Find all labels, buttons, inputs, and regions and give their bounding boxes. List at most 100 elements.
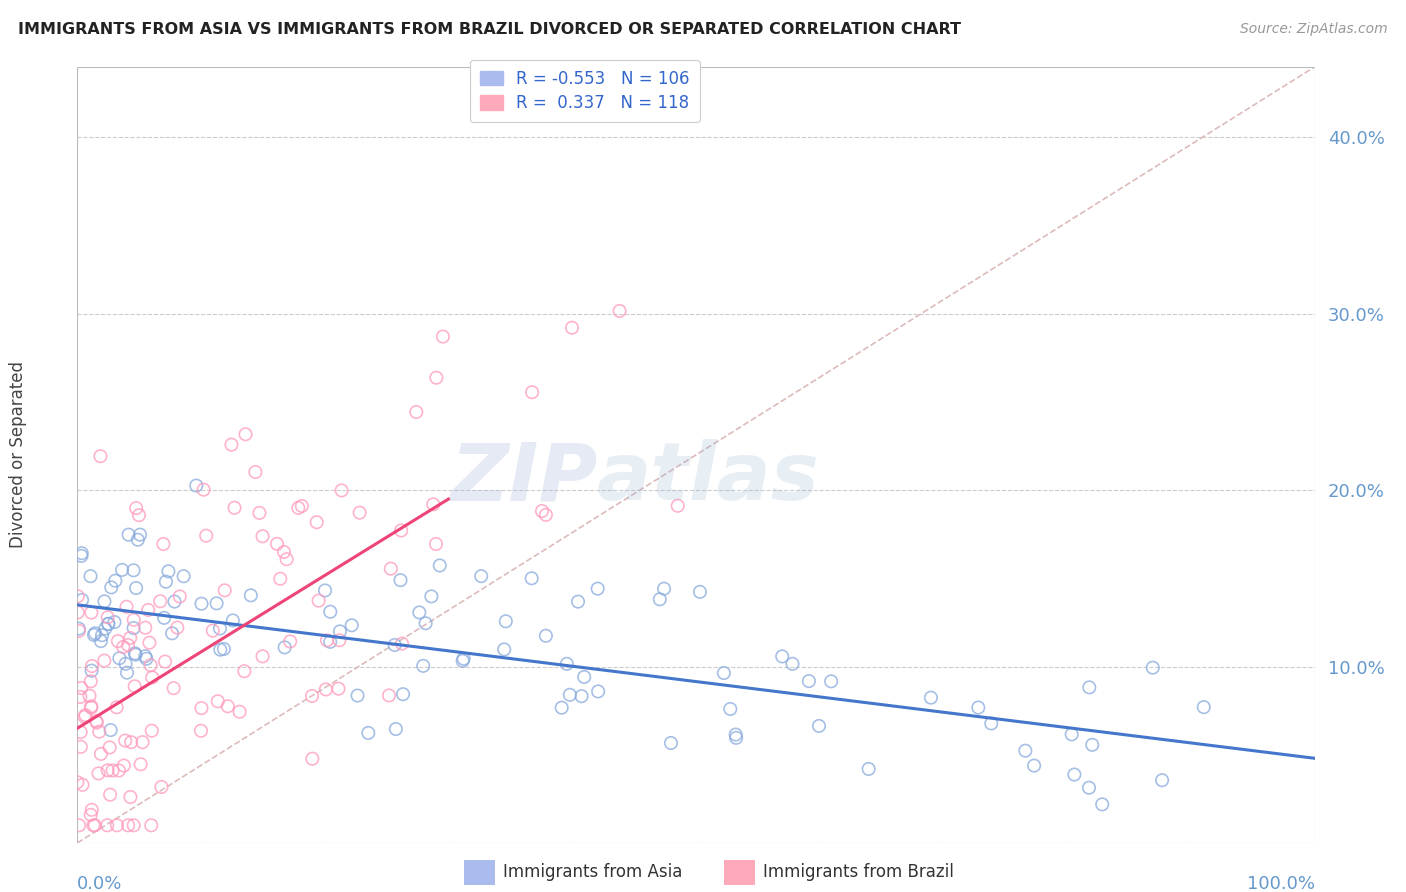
Point: [319, 605, 342, 619]
Point: [357, 726, 380, 740]
Point: [1024, 758, 1046, 772]
Point: [69, 690, 91, 704]
Point: [120, 631, 142, 645]
Point: [86, 714, 108, 728]
Point: [80, 699, 103, 714]
Point: [1142, 661, 1164, 675]
Point: [221, 437, 243, 451]
Point: [190, 723, 212, 738]
Point: [138, 635, 160, 649]
Point: [100, 580, 122, 594]
Point: [1060, 727, 1083, 741]
Point: [70, 549, 93, 563]
Point: [127, 533, 149, 547]
Point: [520, 385, 543, 400]
Point: [150, 780, 173, 794]
Point: [97, 764, 120, 778]
Point: [330, 483, 353, 498]
Point: [252, 529, 274, 543]
Point: [586, 684, 609, 698]
Point: [120, 789, 142, 804]
Text: 0.0%: 0.0%: [77, 875, 122, 892]
Point: [249, 506, 271, 520]
Point: [534, 629, 557, 643]
Point: [115, 665, 138, 680]
Point: [97, 610, 120, 624]
Point: [1152, 773, 1174, 788]
Point: [122, 818, 145, 832]
Point: [724, 728, 747, 742]
Point: [141, 818, 163, 832]
Point: [129, 527, 152, 541]
Point: [807, 719, 830, 733]
Point: [315, 682, 337, 697]
Point: [266, 537, 288, 551]
Point: [117, 818, 139, 832]
Point: [561, 320, 583, 334]
Point: [269, 572, 291, 586]
Point: [153, 611, 176, 625]
Point: [112, 640, 135, 654]
Point: [160, 626, 183, 640]
Point: [205, 596, 228, 610]
Point: [470, 569, 492, 583]
Point: [67, 624, 90, 638]
Point: [380, 562, 402, 576]
Point: [770, 649, 793, 664]
Point: [105, 700, 128, 714]
Point: [782, 657, 804, 671]
Point: [858, 762, 880, 776]
Point: [425, 537, 447, 551]
Point: [1063, 767, 1085, 781]
Point: [139, 658, 162, 673]
Point: [495, 614, 517, 628]
Point: [214, 583, 236, 598]
Point: [80, 664, 103, 678]
Point: [429, 558, 451, 573]
Point: [67, 818, 90, 832]
Point: [141, 670, 163, 684]
Point: [79, 689, 101, 703]
Point: [245, 465, 267, 479]
Point: [425, 370, 447, 384]
Point: [122, 621, 145, 635]
Point: [1192, 700, 1215, 714]
Point: [385, 722, 408, 736]
Point: [173, 569, 195, 583]
Point: [153, 655, 176, 669]
Point: [314, 583, 336, 598]
Point: [340, 618, 363, 632]
Point: [80, 803, 103, 817]
Point: [207, 694, 229, 708]
Point: [405, 405, 427, 419]
Point: [124, 679, 146, 693]
Point: [96, 818, 118, 832]
Point: [273, 545, 295, 559]
Text: ZIP: ZIP: [450, 439, 598, 517]
Point: [328, 681, 350, 696]
Point: [349, 506, 371, 520]
Point: [432, 329, 454, 343]
Point: [725, 731, 748, 745]
Point: [980, 716, 1002, 731]
Point: [378, 689, 401, 703]
Point: [79, 569, 101, 583]
Point: [920, 690, 942, 705]
Point: [412, 658, 434, 673]
Point: [117, 638, 139, 652]
Point: [316, 633, 339, 648]
Point: [66, 775, 89, 789]
Point: [166, 621, 188, 635]
Point: [190, 701, 212, 715]
Point: [149, 594, 172, 608]
Text: Immigrants from Asia: Immigrants from Asia: [503, 863, 683, 881]
Point: [328, 633, 350, 648]
Point: [157, 564, 180, 578]
Point: [652, 582, 675, 596]
Point: [346, 689, 368, 703]
Point: [122, 563, 145, 577]
Point: [384, 638, 406, 652]
Point: [89, 449, 111, 463]
Point: [125, 501, 148, 516]
Point: [648, 592, 671, 607]
